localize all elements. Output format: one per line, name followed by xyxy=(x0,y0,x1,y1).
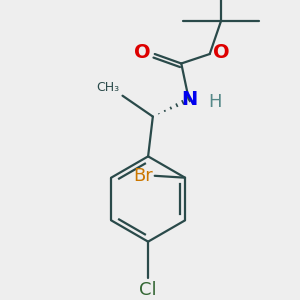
Text: Br: Br xyxy=(133,167,153,185)
Text: O: O xyxy=(214,43,230,61)
Text: CH₃: CH₃ xyxy=(97,81,120,94)
Text: Cl: Cl xyxy=(139,281,157,299)
Text: H: H xyxy=(208,93,221,111)
Text: O: O xyxy=(134,43,151,61)
Text: N: N xyxy=(182,90,198,109)
